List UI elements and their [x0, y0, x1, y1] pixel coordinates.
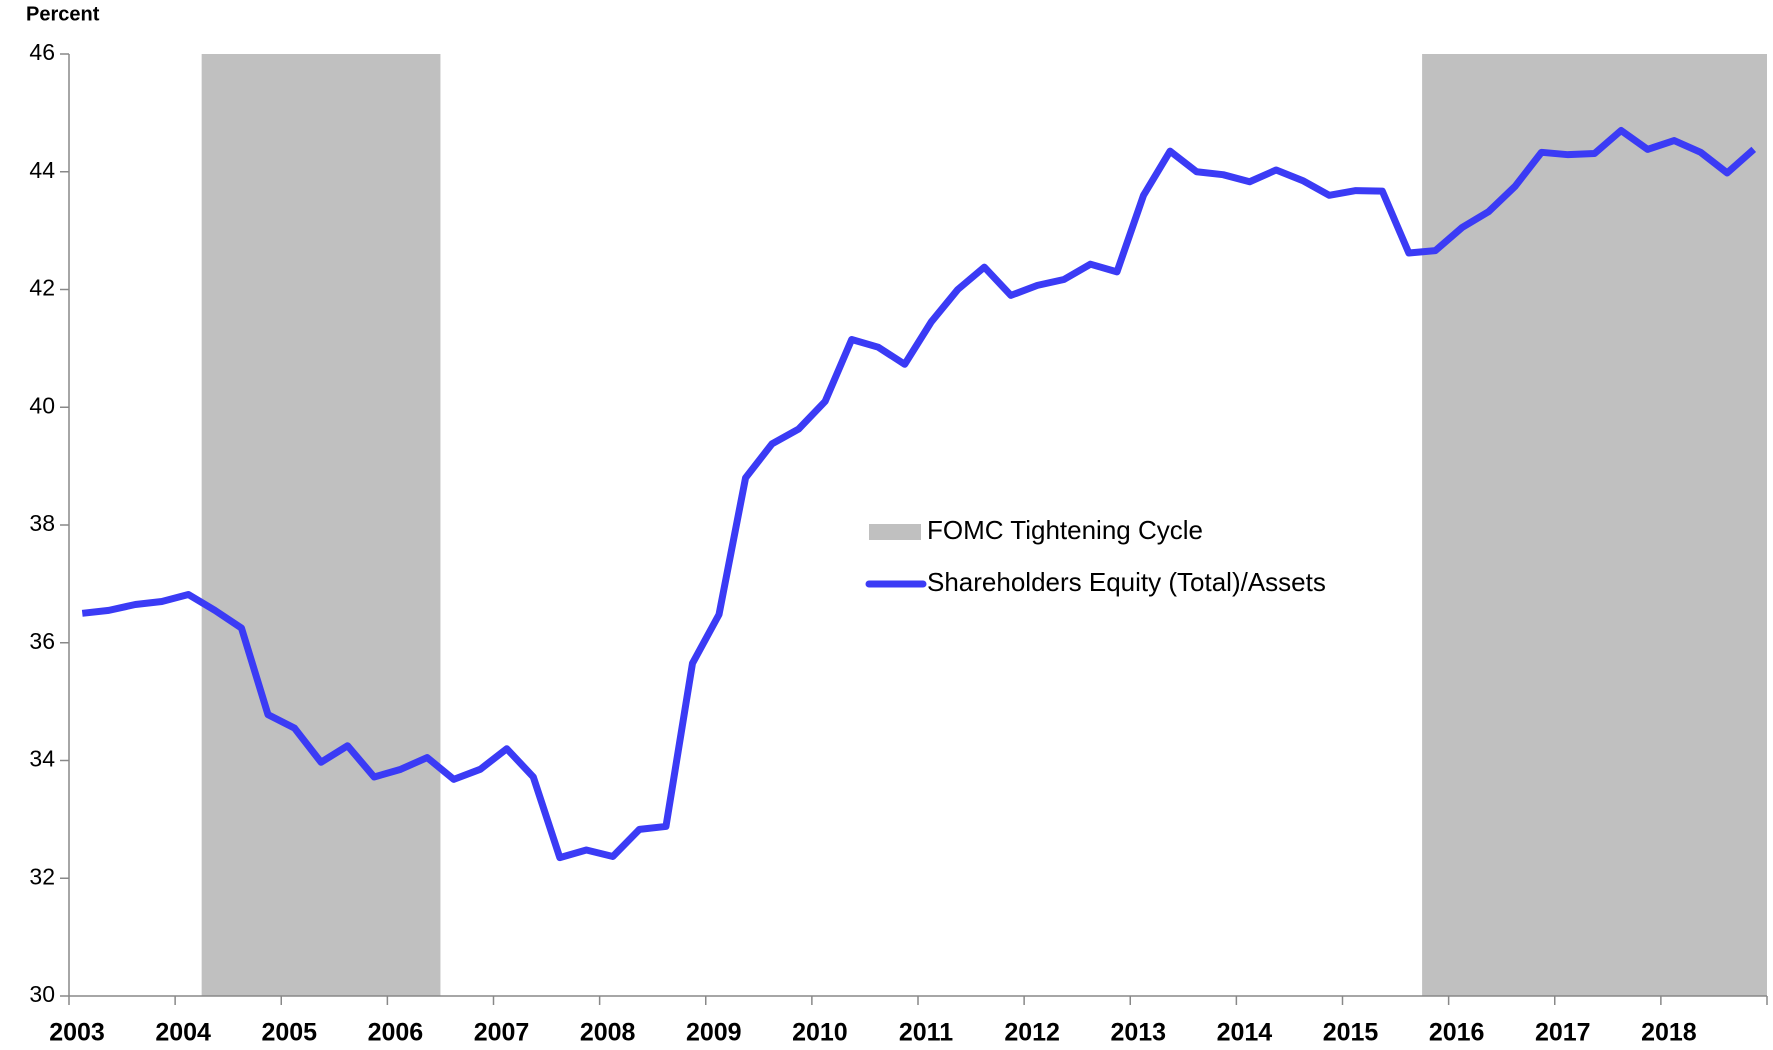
- y-tick-label: 30: [29, 981, 55, 1007]
- x-tick-label: 2018: [1641, 1019, 1697, 1047]
- x-tick-label: 2003: [49, 1019, 105, 1047]
- x-tick-label: 2007: [474, 1019, 530, 1047]
- y-tick-label: 44: [29, 157, 55, 183]
- y-tick-label: 40: [29, 392, 55, 418]
- shaded-range: [201, 54, 441, 996]
- x-tick-label: 2009: [686, 1019, 742, 1047]
- legend-label: Shareholders Equity (Total)/Assets: [927, 567, 1326, 597]
- x-tick-label: 2006: [368, 1019, 424, 1047]
- x-tick-label: 2008: [580, 1019, 636, 1047]
- x-tick-label: 2011: [899, 1019, 953, 1047]
- y-tick-label: 32: [29, 863, 55, 889]
- x-tick-label: 2014: [1217, 1019, 1273, 1047]
- x-tick-label: 2012: [1004, 1019, 1060, 1047]
- y-tick-label: 34: [29, 746, 55, 772]
- y-axis-label: Percent: [26, 3, 100, 25]
- x-tick-label: 2017: [1535, 1019, 1591, 1047]
- y-tick-label: 36: [29, 628, 55, 654]
- y-tick-label: 38: [29, 510, 55, 536]
- legend-label: FOMC Tightening Cycle: [927, 515, 1203, 545]
- y-tick-label: 46: [29, 39, 55, 65]
- x-tick-label: 2016: [1429, 1019, 1485, 1047]
- x-tick-label: 2010: [792, 1019, 848, 1047]
- x-tick-label: 2015: [1323, 1019, 1379, 1047]
- x-tick-label: 2013: [1110, 1019, 1166, 1047]
- y-tick-label: 42: [29, 275, 55, 301]
- x-tick-label: 2005: [261, 1019, 317, 1047]
- legend-swatch: [869, 524, 921, 540]
- shaded-range: [1422, 54, 1767, 996]
- data-line: [81, 127, 1757, 862]
- x-tick-label: 2004: [155, 1019, 211, 1047]
